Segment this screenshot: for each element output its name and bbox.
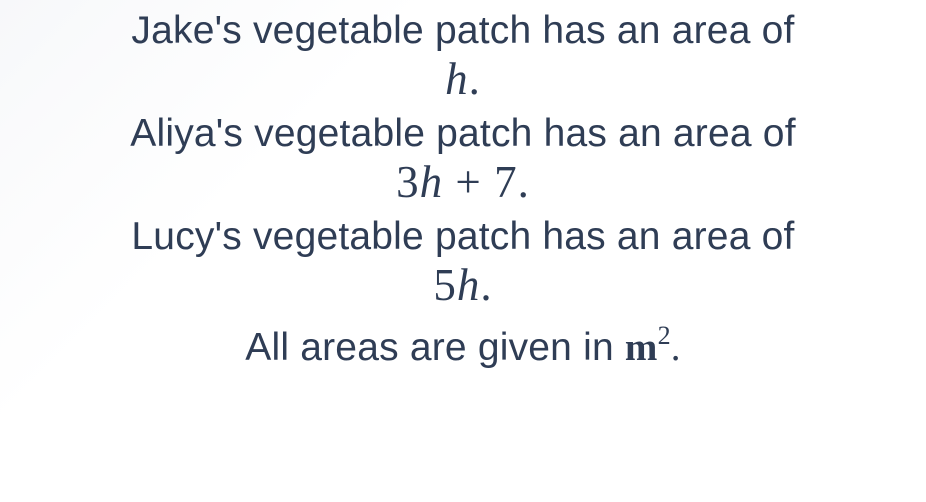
aliya-const: 7 — [494, 157, 518, 207]
lucy-var: h — [457, 260, 481, 310]
aliya-op: + — [455, 157, 481, 207]
footer-exponent: 2 — [658, 321, 671, 350]
lucy-period: . — [480, 260, 492, 310]
jake-period: . — [469, 54, 481, 104]
aliya-text: Aliya's vegetable patch has an area of — [130, 112, 795, 155]
footer-prefix: All areas are given in — [245, 326, 625, 369]
lucy-text: Lucy's vegetable patch has an area of — [131, 215, 794, 258]
lucy-expression: 5h. — [433, 262, 492, 309]
lucy-coeff: 5 — [433, 260, 457, 310]
aliya-period: . — [518, 157, 530, 207]
aliya-var: h — [420, 157, 444, 207]
footer-unit: m — [625, 326, 658, 369]
problem-container: Jake's vegetable patch has an area of h.… — [0, 0, 926, 502]
jake-expression: h. — [445, 56, 481, 103]
lucy-line: Lucy's vegetable patch has an area of — [131, 216, 794, 259]
jake-text: Jake's vegetable patch has an area of — [131, 9, 794, 52]
footer-line: All areas are given in m2. — [245, 323, 680, 371]
aliya-line: Aliya's vegetable patch has an area of — [130, 113, 795, 156]
jake-var: h — [445, 54, 469, 104]
footer-period: . — [671, 326, 681, 369]
aliya-coeff: 3 — [396, 157, 420, 207]
aliya-expression: 3h + 7. — [396, 159, 530, 206]
jake-line: Jake's vegetable patch has an area of — [131, 10, 794, 53]
